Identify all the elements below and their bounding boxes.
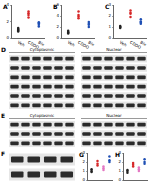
svg-text:G: G	[79, 151, 84, 158]
svg-text:0: 0	[7, 35, 10, 40]
svg-text:H: H	[115, 151, 120, 158]
svg-text:0: 0	[109, 35, 112, 40]
svg-text:0: 0	[83, 177, 86, 182]
svg-text:CDDO: CDDO	[129, 40, 142, 50]
svg-text:2: 2	[57, 24, 60, 29]
svg-text:2: 2	[7, 19, 10, 24]
svg-text:C: C	[105, 3, 110, 10]
svg-text:A: A	[3, 3, 8, 10]
svg-text:2: 2	[83, 159, 86, 164]
svg-text:CDDO: CDDO	[27, 40, 40, 50]
svg-text:3: 3	[109, 2, 112, 7]
svg-text:E: E	[1, 112, 5, 119]
svg-text:0: 0	[119, 177, 122, 182]
svg-text:Cytoplasmic: Cytoplasmic	[30, 47, 55, 52]
svg-text:B: B	[53, 3, 58, 10]
svg-text:3: 3	[83, 150, 86, 155]
svg-text:F: F	[1, 150, 5, 157]
svg-text:Veh: Veh	[17, 40, 26, 48]
svg-text:Cytoplasmic: Cytoplasmic	[30, 113, 55, 118]
svg-text:Veh: Veh	[67, 40, 76, 48]
svg-text:1: 1	[109, 24, 112, 29]
svg-text:Bix: Bix	[87, 40, 95, 48]
svg-text:2: 2	[109, 13, 112, 18]
svg-text:CDDO: CDDO	[77, 40, 90, 50]
svg-text:Nuclear: Nuclear	[106, 113, 122, 118]
svg-text:6: 6	[57, 2, 60, 7]
svg-text:Veh: Veh	[119, 40, 128, 48]
svg-text:Bix: Bix	[139, 40, 147, 48]
svg-text:D: D	[1, 46, 6, 53]
svg-text:3: 3	[119, 150, 122, 155]
svg-text:0: 0	[57, 35, 60, 40]
svg-text:1: 1	[83, 168, 86, 173]
svg-text:Nuclear: Nuclear	[106, 47, 122, 52]
svg-text:4: 4	[57, 13, 60, 18]
svg-text:4: 4	[7, 2, 10, 7]
svg-text:Bix: Bix	[37, 40, 45, 48]
svg-text:1: 1	[119, 168, 122, 173]
svg-text:2: 2	[119, 159, 122, 164]
